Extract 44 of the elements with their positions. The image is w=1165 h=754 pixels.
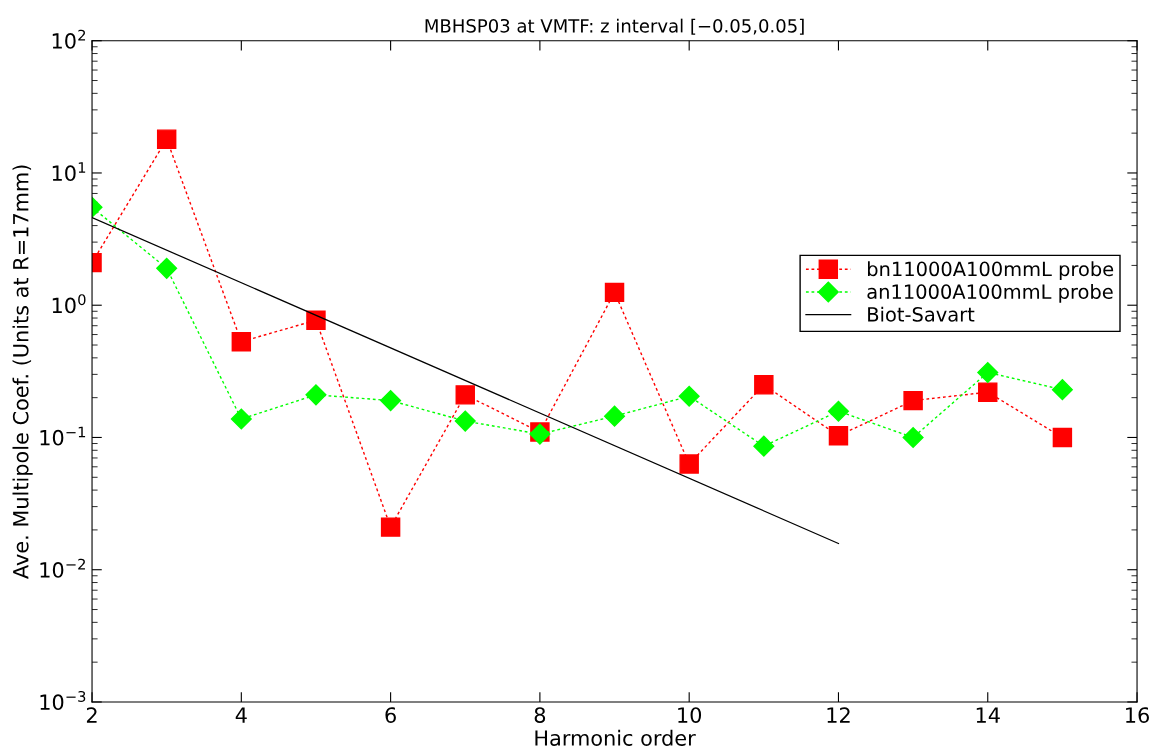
x-tick-label: 12 bbox=[827, 707, 850, 723]
point bbox=[230, 408, 252, 430]
x-tick-label: 4 bbox=[235, 707, 247, 723]
x-tick-label: 10 bbox=[678, 707, 702, 723]
point bbox=[678, 385, 700, 407]
y-tick-label: 10$^{0}$ bbox=[52, 294, 86, 314]
legend-label: Biot-Savart bbox=[868, 306, 975, 322]
y-tick-label: 10$^{−1}$ bbox=[40, 426, 86, 446]
point bbox=[380, 517, 401, 537]
y-tick-label: 10$^{2}$ bbox=[52, 29, 86, 49]
point bbox=[903, 390, 923, 411]
point bbox=[305, 384, 327, 406]
point bbox=[827, 400, 849, 422]
point bbox=[306, 310, 326, 330]
point bbox=[455, 385, 475, 405]
point bbox=[380, 390, 402, 412]
x-axis-title: Harmonic order bbox=[535, 729, 696, 746]
point bbox=[977, 361, 999, 384]
x-tick-label: 14 bbox=[976, 707, 1000, 723]
point bbox=[454, 410, 476, 432]
point bbox=[604, 405, 626, 427]
point bbox=[902, 426, 924, 448]
point bbox=[828, 426, 849, 446]
point bbox=[1052, 427, 1073, 448]
point bbox=[231, 331, 252, 352]
legend-label: an11000A100mmL probe bbox=[867, 283, 1113, 303]
point bbox=[156, 129, 177, 149]
chart-title: MBHSP03 at VMTF: z interval [−0.05,0.05] bbox=[425, 18, 804, 35]
x-tick-label: 6 bbox=[385, 707, 396, 723]
point bbox=[1051, 379, 1073, 401]
x-tick-label: 16 bbox=[1126, 707, 1149, 723]
point bbox=[604, 282, 625, 303]
point bbox=[679, 454, 699, 474]
x-tick-label: 8 bbox=[534, 707, 546, 723]
point bbox=[156, 257, 178, 279]
y-tick-label: 10$^{−3}$ bbox=[40, 690, 86, 711]
point bbox=[754, 375, 774, 395]
y-tick-label: 10$^{1}$ bbox=[52, 162, 86, 182]
point bbox=[753, 435, 775, 457]
y-axis-title: Ave. Multipole Coef. (Units at R=17mm) bbox=[12, 165, 33, 579]
point bbox=[978, 382, 998, 402]
legend-label: bn11000A100mmL probe bbox=[867, 261, 1114, 281]
x-tick-label: 2 bbox=[86, 707, 97, 723]
y-tick-label: 10$^{−2}$ bbox=[40, 558, 85, 578]
